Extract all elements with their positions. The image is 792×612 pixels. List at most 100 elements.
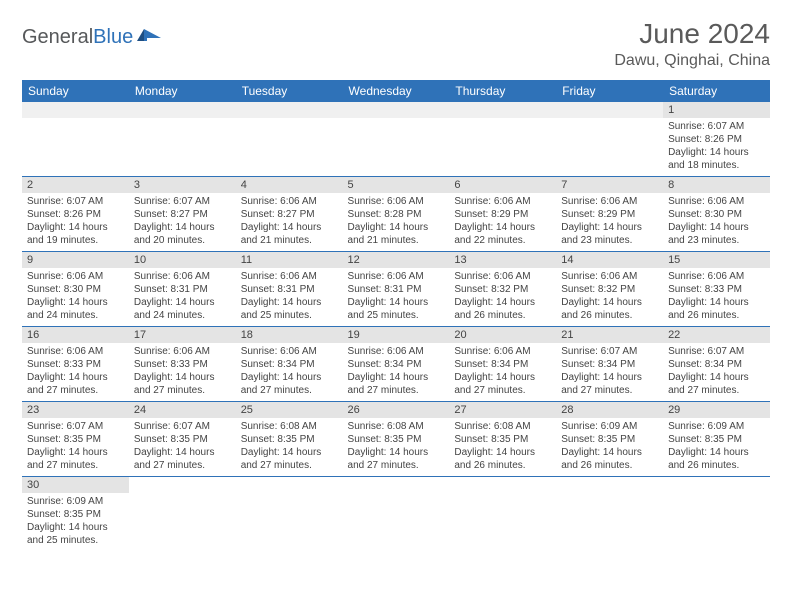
calendar-week-row: 30Sunrise: 6:09 AMSunset: 8:35 PMDayligh… xyxy=(22,477,770,552)
calendar-day-cell: 23Sunrise: 6:07 AMSunset: 8:35 PMDayligh… xyxy=(22,402,129,477)
daylight-text: Daylight: 14 hours and 27 minutes. xyxy=(241,371,338,397)
calendar-day-cell xyxy=(129,102,236,177)
sunrise-text: Sunrise: 6:06 AM xyxy=(454,270,551,283)
calendar-week-row: 23Sunrise: 6:07 AMSunset: 8:35 PMDayligh… xyxy=(22,402,770,477)
day-number: 30 xyxy=(22,477,129,493)
sunrise-text: Sunrise: 6:06 AM xyxy=(241,195,338,208)
calendar-day-cell: 5Sunrise: 6:06 AMSunset: 8:28 PMDaylight… xyxy=(343,177,450,252)
sunset-text: Sunset: 8:35 PM xyxy=(348,433,445,446)
day-number xyxy=(343,102,450,118)
day-details: Sunrise: 6:07 AMSunset: 8:34 PMDaylight:… xyxy=(663,343,770,401)
daylight-text: Daylight: 14 hours and 27 minutes. xyxy=(561,371,658,397)
day-number: 7 xyxy=(556,177,663,193)
day-number: 26 xyxy=(343,402,450,418)
sunset-text: Sunset: 8:30 PM xyxy=(27,283,124,296)
logo: GeneralBlue xyxy=(22,26,163,49)
daylight-text: Daylight: 14 hours and 27 minutes. xyxy=(27,446,124,472)
day-details: Sunrise: 6:06 AMSunset: 8:33 PMDaylight:… xyxy=(663,268,770,326)
calendar-table: Sunday Monday Tuesday Wednesday Thursday… xyxy=(22,80,770,551)
sunset-text: Sunset: 8:31 PM xyxy=(348,283,445,296)
day-number xyxy=(129,102,236,118)
calendar-day-cell: 10Sunrise: 6:06 AMSunset: 8:31 PMDayligh… xyxy=(129,252,236,327)
calendar-day-cell: 9Sunrise: 6:06 AMSunset: 8:30 PMDaylight… xyxy=(22,252,129,327)
day-details: Sunrise: 6:06 AMSunset: 8:30 PMDaylight:… xyxy=(22,268,129,326)
day-number: 29 xyxy=(663,402,770,418)
daylight-text: Daylight: 14 hours and 21 minutes. xyxy=(241,221,338,247)
weekday-header: Thursday xyxy=(449,80,556,102)
day-details: Sunrise: 6:09 AMSunset: 8:35 PMDaylight:… xyxy=(556,418,663,476)
title-location: Dawu, Qinghai, China xyxy=(614,52,770,70)
daylight-text: Daylight: 14 hours and 27 minutes. xyxy=(241,446,338,472)
calendar-day-cell: 4 Sunrise: 6:06 AMSunset: 8:27 PMDaylight… xyxy=(236,177,343,252)
day-number: 21 xyxy=(556,327,663,343)
header: GeneralBlue June 2024 Dawu, Qinghai, Chi… xyxy=(22,18,770,70)
day-details: Sunrise: 6:08 AMSunset: 8:35 PMDaylight:… xyxy=(236,418,343,476)
calendar-day-cell: 15Sunrise: 6:06 AMSunset: 8:33 PMDayligh… xyxy=(663,252,770,327)
calendar-day-cell: 17Sunrise: 6:06 AMSunset: 8:33 PMDayligh… xyxy=(129,327,236,402)
daylight-text: Daylight: 14 hours and 18 minutes. xyxy=(668,146,765,172)
calendar-day-cell: 21Sunrise: 6:07 AMSunset: 8:34 PMDayligh… xyxy=(556,327,663,402)
sunset-text: Sunset: 8:27 PM xyxy=(241,208,338,221)
sunset-text: Sunset: 8:29 PM xyxy=(454,208,551,221)
daylight-text: Daylight: 14 hours and 27 minutes. xyxy=(348,371,445,397)
title-month: June 2024 xyxy=(614,18,770,50)
sunrise-text: Sunrise: 6:06 AM xyxy=(668,195,765,208)
calendar-week-row: 9Sunrise: 6:06 AMSunset: 8:30 PMDaylight… xyxy=(22,252,770,327)
calendar-week-row: 16Sunrise: 6:06 AMSunset: 8:33 PMDayligh… xyxy=(22,327,770,402)
daylight-text: Daylight: 14 hours and 24 minutes. xyxy=(27,296,124,322)
sunset-text: Sunset: 8:33 PM xyxy=(27,358,124,371)
sunset-text: Sunset: 8:32 PM xyxy=(454,283,551,296)
calendar-day-cell: 1Sunrise: 6:07 AMSunset: 8:26 PMDaylight… xyxy=(663,102,770,177)
calendar-day-cell: 16Sunrise: 6:06 AMSunset: 8:33 PMDayligh… xyxy=(22,327,129,402)
sunrise-text: Sunrise: 6:08 AM xyxy=(348,420,445,433)
calendar-day-cell: 6Sunrise: 6:06 AMSunset: 8:29 PMDaylight… xyxy=(449,177,556,252)
calendar-day-cell: 2Sunrise: 6:07 AMSunset: 8:26 PMDaylight… xyxy=(22,177,129,252)
sunset-text: Sunset: 8:34 PM xyxy=(241,358,338,371)
daylight-text: Daylight: 14 hours and 26 minutes. xyxy=(668,446,765,472)
calendar-day-cell: 26Sunrise: 6:08 AMSunset: 8:35 PMDayligh… xyxy=(343,402,450,477)
calendar-day-cell: 20Sunrise: 6:06 AMSunset: 8:34 PMDayligh… xyxy=(449,327,556,402)
day-details: Sunrise: 6:06 AMSunset: 8:28 PMDaylight:… xyxy=(343,193,450,251)
day-number: 23 xyxy=(22,402,129,418)
sunrise-text: Sunrise: 6:06 AM xyxy=(241,270,338,283)
calendar-day-cell xyxy=(236,477,343,552)
calendar-body: 1Sunrise: 6:07 AMSunset: 8:26 PMDaylight… xyxy=(22,102,770,551)
sunrise-text: Sunrise: 6:06 AM xyxy=(561,195,658,208)
sunset-text: Sunset: 8:34 PM xyxy=(561,358,658,371)
daylight-text: Daylight: 14 hours and 27 minutes. xyxy=(134,446,231,472)
daylight-text: Daylight: 14 hours and 25 minutes. xyxy=(241,296,338,322)
sunrise-text: Sunrise: 6:07 AM xyxy=(134,195,231,208)
day-details: Sunrise: 6:08 AMSunset: 8:35 PMDaylight:… xyxy=(343,418,450,476)
weekday-header-row: Sunday Monday Tuesday Wednesday Thursday… xyxy=(22,80,770,102)
calendar-day-cell xyxy=(343,477,450,552)
weekday-header: Sunday xyxy=(22,80,129,102)
calendar-day-cell: 14Sunrise: 6:06 AMSunset: 8:32 PMDayligh… xyxy=(556,252,663,327)
logo-text-part1: General xyxy=(22,26,93,48)
day-details: Sunrise: 6:07 AMSunset: 8:35 PMDaylight:… xyxy=(129,418,236,476)
day-details: Sunrise: 6:07 AMSunset: 8:27 PMDaylight:… xyxy=(129,193,236,251)
daylight-text: Daylight: 14 hours and 23 minutes. xyxy=(668,221,765,247)
day-number: 16 xyxy=(22,327,129,343)
sunset-text: Sunset: 8:34 PM xyxy=(348,358,445,371)
calendar-day-cell: 24Sunrise: 6:07 AMSunset: 8:35 PMDayligh… xyxy=(129,402,236,477)
sunrise-text: Sunrise: 6:08 AM xyxy=(454,420,551,433)
day-number: 4 xyxy=(236,177,343,193)
sunset-text: Sunset: 8:33 PM xyxy=(668,283,765,296)
daylight-text: Daylight: 14 hours and 26 minutes. xyxy=(454,296,551,322)
calendar-day-cell: 18Sunrise: 6:06 AMSunset: 8:34 PMDayligh… xyxy=(236,327,343,402)
daylight-text: Daylight: 14 hours and 26 minutes. xyxy=(561,296,658,322)
flag-icon xyxy=(137,27,163,48)
day-number: 27 xyxy=(449,402,556,418)
calendar-day-cell: 25Sunrise: 6:08 AMSunset: 8:35 PMDayligh… xyxy=(236,402,343,477)
sunrise-text: Sunrise: 6:08 AM xyxy=(241,420,338,433)
calendar-day-cell: 7Sunrise: 6:06 AMSunset: 8:29 PMDaylight… xyxy=(556,177,663,252)
day-number xyxy=(556,102,663,118)
sunrise-text: Sunrise: 6:07 AM xyxy=(668,345,765,358)
daylight-text: Daylight: 14 hours and 25 minutes. xyxy=(348,296,445,322)
sunrise-text: Sunrise: 6:06 AM xyxy=(134,345,231,358)
calendar-day-cell xyxy=(449,102,556,177)
sunset-text: Sunset: 8:35 PM xyxy=(668,433,765,446)
sunset-text: Sunset: 8:33 PM xyxy=(134,358,231,371)
day-details: Sunrise: 6:09 AMSunset: 8:35 PMDaylight:… xyxy=(663,418,770,476)
day-number xyxy=(236,102,343,118)
